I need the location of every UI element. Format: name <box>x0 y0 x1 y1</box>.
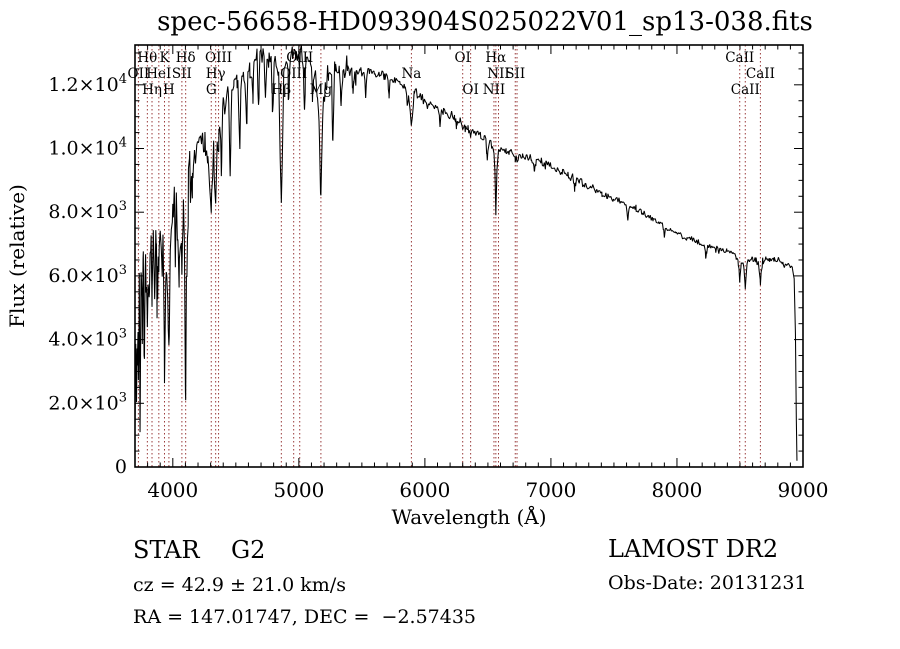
spectral-line-label: HeI <box>146 66 171 82</box>
spectrum-trace <box>135 45 798 461</box>
plot-title: spec-56658-HD093904S025022V01_sp13-038.f… <box>157 7 813 37</box>
spectral-line-label: Hα <box>485 50 506 66</box>
survey-label: LAMOST DR2 <box>608 535 778 563</box>
spectral-line-label: CaII <box>746 66 775 82</box>
y-axis-label: Flux (relative) <box>5 184 29 328</box>
y-tick-label: 8.0×103 <box>48 199 127 223</box>
spectral-line-label: Hβ <box>272 82 292 98</box>
y-tick-label: 0 <box>115 456 127 478</box>
spectral-line-label: CaII <box>731 82 760 98</box>
spectral-line-label: H <box>163 82 175 98</box>
spectral-line-label: OI <box>462 82 478 98</box>
spectral-line-label: Hη <box>142 82 162 98</box>
spectral-line-label: SII <box>505 66 525 82</box>
x-tick-labels-group: 4000 5000 6000 7000 8000 9000 <box>147 478 828 502</box>
y-tick-label: 1.0×104 <box>48 136 127 160</box>
obs-date-value: Obs-Date: 20131231 <box>608 572 807 594</box>
spectral-line-labels-group: OIIHθHηHeIKHSIIHδGHγOIIIHβOIIIOIIIMgNaOI… <box>128 50 775 98</box>
spectral-line-label: Hθ <box>137 50 157 66</box>
spectral-line-label: Hγ <box>206 66 226 82</box>
spectral-line-label: OI <box>454 50 470 66</box>
y-tick-label: 2.0×103 <box>48 390 127 414</box>
classification-label: STAR <box>133 536 200 564</box>
x-tick-label: 9000 <box>778 478 829 502</box>
x-tick-label: 8000 <box>652 478 703 502</box>
x-tick-label: 6000 <box>399 478 450 502</box>
spectral-line-label: OIII <box>280 66 307 82</box>
spectral-line-label: Hδ <box>176 50 196 66</box>
subclass-label: G2 <box>231 536 265 564</box>
y-tick-label: 1.2×104 <box>48 72 127 96</box>
ra-dec-value: RA = 147.01747, DEC = −2.57435 <box>133 606 476 628</box>
x-tick-label: 4000 <box>147 478 198 502</box>
spectral-line-label: NII <box>483 82 505 98</box>
x-axis-label: Wavelength (Å) <box>391 504 546 529</box>
y-tick-label: 6.0×103 <box>48 263 127 287</box>
x-tick-label: 7000 <box>525 478 576 502</box>
y-tick-label: 4.0×103 <box>48 327 127 351</box>
plot-frame <box>134 44 804 468</box>
cz-value: cz = 42.9 ± 21.0 km/s <box>133 574 346 596</box>
spectral-line-label: G <box>206 82 217 98</box>
spectral-line-label: OIII <box>205 50 232 66</box>
y-tick-labels-group: 0 2.0×103 4.0×103 6.0×103 8.0×103 1.0×104 1.2×… <box>48 72 127 478</box>
axis-ticks-group <box>134 45 804 468</box>
spectral-line-label: NII <box>487 66 509 82</box>
spectral-line-label: SII <box>172 66 192 82</box>
x-tick-label: 5000 <box>273 478 324 502</box>
spectral-line-label: Na <box>401 66 421 82</box>
spectral-line-label: CaII <box>725 50 754 66</box>
spectral-line-label: OII <box>128 66 150 82</box>
spectral-line-label: K <box>159 50 170 66</box>
